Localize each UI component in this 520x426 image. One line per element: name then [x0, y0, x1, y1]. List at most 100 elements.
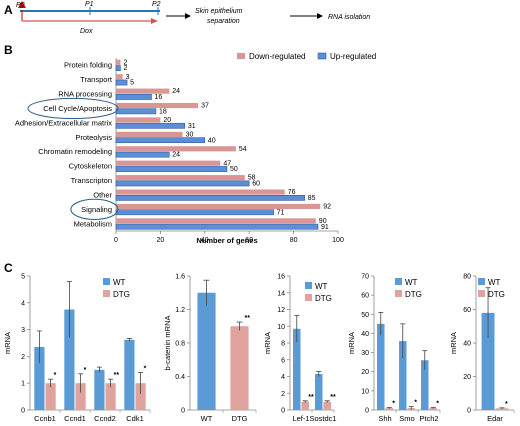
bar-up-regulated	[115, 195, 305, 201]
significance-label: **	[330, 394, 336, 401]
y-tick-label: 12	[277, 307, 285, 314]
bar-down-regulated	[116, 218, 316, 224]
data-label-up: 16	[155, 94, 163, 101]
bar-up-regulated	[115, 166, 228, 172]
y-tick-label: 4	[21, 300, 25, 307]
panel-c-letter: C	[4, 261, 13, 275]
y-axis-label: mRNA	[263, 332, 272, 354]
dox-arrowhead-icon	[151, 18, 158, 24]
legend-label-wt: WT	[488, 278, 501, 287]
bar-wt	[399, 341, 407, 410]
qpcr-chart-5: 0 20 40 60 80 mRNA Edar* WT DTG	[449, 274, 515, 423]
bar-dtg	[135, 383, 146, 410]
x-category-label: Edar	[487, 414, 503, 423]
bar-wt	[293, 328, 301, 410]
y-axis-label: b-catenin mRNA	[163, 315, 172, 370]
bar-down-regulated	[116, 102, 199, 109]
y-tick-label: 10	[361, 388, 369, 395]
category-label: Signaling	[81, 205, 112, 214]
x-tick-label: 60	[245, 237, 253, 244]
y-tick-label: 6	[281, 357, 285, 364]
category-label: Transport	[80, 75, 113, 84]
panel-b-x-axis-label: Number of genes	[196, 236, 257, 245]
legend-swatch-wt	[395, 278, 402, 285]
significance-label: *	[414, 400, 417, 407]
y-axis-label: mRNA	[449, 332, 458, 354]
bar-down-regulated	[116, 59, 121, 65]
legend-label-wt: WT	[405, 278, 418, 287]
category-label: Protein folding	[64, 61, 112, 70]
y-tick-label: 0	[21, 408, 25, 415]
bar-wt	[34, 347, 45, 410]
bar-down-regulated	[116, 117, 161, 123]
y-tick-label: 0	[365, 408, 369, 415]
x-tick-label: 40	[201, 237, 209, 244]
y-tick-label: 30	[361, 350, 369, 357]
timepoint-p1: P1	[85, 1, 94, 8]
legend-swatch-wt	[478, 278, 485, 285]
data-label-up: 50	[230, 166, 238, 173]
bar-down-regulated	[116, 88, 170, 94]
data-label-up: 40	[208, 137, 216, 144]
bar-down-regulated	[116, 189, 285, 195]
panel-c: C 012345mRNACcnb1*Ccnd1*Ccnd2**Cdk1*WTDT…	[3, 261, 515, 424]
y-axis-label: mRNA	[3, 332, 12, 354]
y-tick-label: 20	[463, 374, 471, 381]
bar-down-regulated	[116, 131, 183, 137]
data-label-down: 92	[323, 204, 331, 211]
legend-label-wt: WT	[315, 282, 328, 291]
significance-label: **	[245, 315, 251, 322]
data-label-down: 76	[288, 189, 296, 196]
bar-up-regulated	[115, 223, 319, 230]
data-label-up: 5	[130, 80, 134, 87]
bar-wt	[315, 373, 323, 410]
category-label: Proteolysis	[75, 133, 112, 142]
category-label: RNA processing	[58, 90, 112, 99]
bar	[230, 326, 249, 410]
significance-label: *	[505, 401, 508, 408]
y-tick-label: 80	[463, 274, 471, 281]
significance-label: **	[114, 372, 120, 379]
category-label: Adhesion/Extracellular matrix	[15, 118, 112, 127]
qpcr-chart-3: 0 2 4 6 8 10 12 14 16 mRNA Lef-1 ** Sostdc1 ** WT DTG	[263, 274, 337, 424]
x-category-label: Lef-1	[292, 414, 309, 423]
legend-swatch-dtg	[395, 290, 402, 297]
bar-wt	[377, 323, 385, 410]
category-label: Other	[93, 190, 112, 199]
step-2-label: RNA isolation	[328, 14, 370, 21]
y-tick-label: 8	[281, 341, 285, 348]
panel-b: B 0 20 40 60 80 100 22 Protein folding 35 Transpo…	[4, 43, 376, 245]
y-tick-label: 16	[277, 274, 285, 281]
y-tick-label: 0	[281, 408, 285, 415]
qpcr-chart-2: 0 0.4 0.8 1.2 1.6 b-catenin mRNA WT DTG **	[163, 274, 257, 423]
flow-arrowhead-2-icon	[317, 13, 323, 19]
x-category-label: Ptch2	[419, 414, 438, 423]
legend-swatch-dtg	[305, 294, 312, 301]
timepoint-p0: P0	[16, 2, 25, 9]
data-label-down: 90	[319, 218, 327, 225]
legend-swatch-wt	[305, 282, 312, 289]
flow-arrowhead-1-icon	[185, 13, 191, 19]
bar-wt	[421, 360, 429, 410]
y-tick-label: 1.6	[175, 274, 185, 281]
legend-swatch-up	[317, 52, 327, 60]
y-tick-label: 5	[21, 274, 25, 281]
bar-up-regulated	[115, 209, 274, 216]
y-tick-label: 2	[21, 354, 25, 361]
p0-arrow-icon	[18, 1, 26, 8]
dox-label: Dox	[80, 28, 93, 35]
significance-label: *	[436, 401, 439, 408]
significance-label: *	[144, 365, 147, 372]
y-axis-label: mRNA	[347, 332, 356, 354]
data-label-up: 71	[277, 209, 285, 216]
x-category-label: WT	[201, 414, 213, 423]
gene-category-bar-chart: 0 20 40 60 80 100 22 Protein folding 35 Transport…	[15, 58, 344, 244]
bar-down-regulated	[116, 146, 236, 152]
legend-label-dtg: DTG	[113, 290, 130, 299]
y-tick-label: 0	[467, 408, 471, 415]
significance-label: **	[308, 394, 314, 401]
bar-dtg	[385, 408, 393, 410]
x-tick-label: 0	[114, 237, 118, 244]
